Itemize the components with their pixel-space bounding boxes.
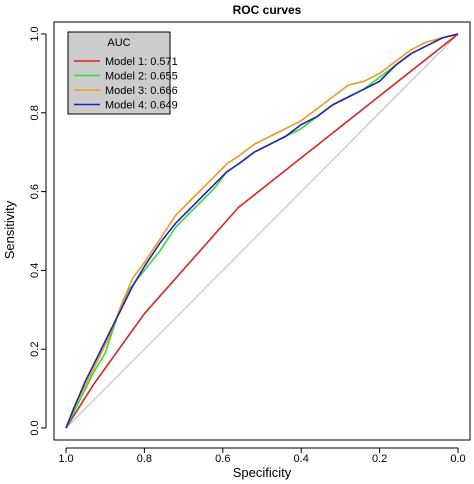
reference-diagonal: [65, 33, 459, 429]
legend-label-model-2: Model 2: 0.655: [105, 71, 178, 83]
x-tick-label: 0.6: [215, 453, 230, 465]
legend: AUC Model 1: 0.571 Model 2: 0.655 Model 3: …: [67, 31, 178, 115]
x-tick-label: 0.2: [372, 453, 387, 465]
axes: 1.0 0.8 0.6 0.4 0.2 0.0 0.0 0.2 0.4 0.6 0.8 1.0: [29, 21, 471, 465]
plot-frame: [53, 21, 471, 441]
y-axis-title: Sensitivity: [2, 200, 17, 259]
legend-label-model-4: Model 4: 0.649: [105, 100, 178, 112]
x-tick-label: 0.8: [137, 453, 152, 465]
chart-title: ROC curves: [233, 3, 302, 17]
legend-label-model-1: Model 1: 0.571: [105, 56, 178, 68]
x-tick-label: 1.0: [58, 453, 73, 465]
legend-title: AUC: [107, 37, 130, 49]
legend-label-model-3: Model 3: 0.666: [105, 85, 178, 97]
series-line-model-4: [65, 33, 459, 429]
y-tick-label: 1.0: [29, 26, 41, 41]
x-tick-label: 0.0: [450, 453, 465, 465]
series-line-model-1: [65, 33, 459, 429]
reference-line: [65, 33, 459, 429]
y-tick-label: 0.4: [29, 263, 41, 278]
y-tick-label: 0.0: [29, 420, 41, 435]
x-axis-title: Specificity: [233, 465, 292, 480]
x-tick-label: 0.4: [294, 453, 309, 465]
series-lines: [65, 33, 459, 429]
y-tick-label: 0.8: [29, 105, 41, 120]
legend-box: [67, 31, 171, 115]
y-tick-label: 0.6: [29, 184, 41, 199]
y-tick-label: 0.2: [29, 342, 41, 357]
